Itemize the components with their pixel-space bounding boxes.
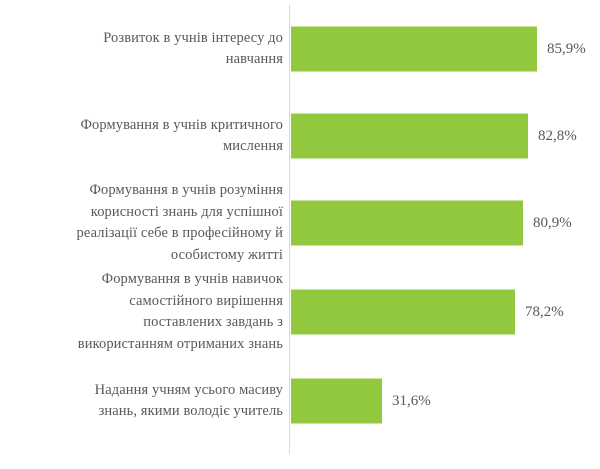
bar-track: 78,2% xyxy=(291,289,564,335)
bar-track: 80,9% xyxy=(291,200,572,246)
bar-value-label: 85,9% xyxy=(547,40,586,57)
category-axis-line xyxy=(289,5,290,454)
category-label: Надання учням усього масиву знань, якими… xyxy=(94,381,283,420)
bar[interactable] xyxy=(291,26,537,72)
bar-value-label: 31,6% xyxy=(392,392,431,409)
bar-row[interactable]: Формування в учнів розуміння корисності … xyxy=(0,178,600,268)
bar-row[interactable]: Розвиток в учнів інтересу до навчання 85… xyxy=(0,4,600,94)
bar-track: 82,8% xyxy=(291,113,577,159)
bar[interactable] xyxy=(291,378,382,424)
category-label: Формування в учнів розуміння корисності … xyxy=(76,182,283,263)
bar-row[interactable]: Формування в учнів критичного мислення 8… xyxy=(0,91,600,181)
bar-row[interactable]: Формування в учнів навичок самостійного … xyxy=(0,267,600,357)
bar[interactable] xyxy=(291,200,523,246)
bar[interactable] xyxy=(291,289,515,335)
bar-value-label: 80,9% xyxy=(533,214,572,231)
bar-value-label: 78,2% xyxy=(525,303,564,320)
category-label: Розвиток в учнів інтересу до навчання xyxy=(103,29,283,68)
category-label: Формування в учнів критичного мислення xyxy=(80,116,283,155)
bar-track: 85,9% xyxy=(291,26,586,72)
bar-track: 31,6% xyxy=(291,378,431,424)
bar-row[interactable]: Надання учням усього масиву знань, якими… xyxy=(0,356,600,446)
bar[interactable] xyxy=(291,113,528,159)
category-label: Формування в учнів навичок самостійного … xyxy=(77,271,283,352)
bar-value-label: 82,8% xyxy=(538,127,577,144)
